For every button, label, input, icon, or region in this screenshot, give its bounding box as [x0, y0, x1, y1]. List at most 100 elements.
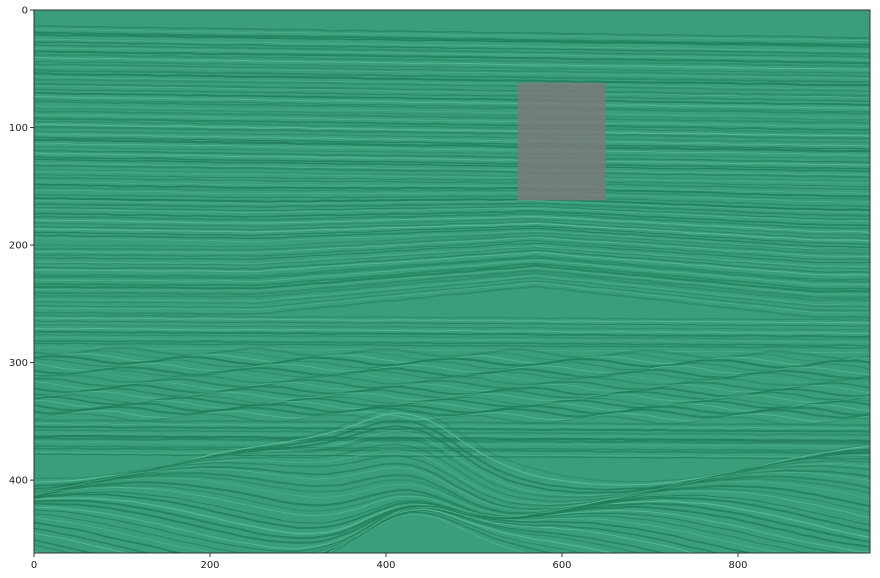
- reflector-line: [34, 507, 642, 553]
- reflector-line: [34, 262, 870, 290]
- reflector-line: [34, 467, 870, 511]
- reflector-line: [34, 105, 870, 118]
- reflector-line: [34, 454, 870, 507]
- reflector-line: [34, 138, 870, 153]
- reflector-line: [34, 120, 870, 134]
- reflector-line: [34, 368, 870, 381]
- reflector-line: [34, 399, 870, 412]
- reflector-line: [34, 394, 870, 407]
- reflector-line: [34, 189, 870, 203]
- reflector-line: [34, 507, 667, 553]
- reflector-line: [34, 136, 870, 150]
- reflector-line: [34, 423, 870, 429]
- reflector-line: [34, 218, 870, 237]
- highlight-box: [518, 82, 606, 201]
- reflector-line: [34, 130, 870, 144]
- reflector-line: [34, 474, 870, 515]
- reflector-line: [34, 462, 870, 511]
- reflector-line: [34, 207, 870, 222]
- reflector-line: [34, 95, 870, 109]
- y-tick-label: 200: [9, 241, 28, 252]
- reflector-line: [34, 506, 698, 553]
- reflector-line: [34, 267, 870, 295]
- reflector-line: [34, 63, 870, 78]
- reflector-line: [34, 174, 870, 188]
- reflector-line: [34, 257, 870, 283]
- reflector-line: [34, 493, 870, 532]
- reflector-line: [34, 117, 870, 132]
- reflector-line: [34, 453, 870, 460]
- y-axis: 0 100 200 300 400: [9, 6, 34, 487]
- reflector-line: [34, 371, 870, 384]
- reflector-line: [34, 282, 870, 314]
- reflector-line: [34, 381, 870, 394]
- reflector-line: [34, 275, 870, 306]
- reflector-line: [34, 251, 870, 276]
- reflector-line: [34, 259, 870, 286]
- reflector-line: [34, 91, 870, 106]
- reflector-line: [34, 336, 870, 343]
- reflector-line: [34, 245, 870, 268]
- reflector-line: [34, 114, 870, 128]
- reflector-line: [34, 230, 870, 251]
- reflector-line: [34, 247, 870, 270]
- reflector-line: [34, 472, 870, 515]
- x-tick-label: 200: [200, 560, 219, 571]
- y-tick-label: 0: [22, 6, 28, 17]
- reflector-line: [34, 202, 870, 217]
- reflector-line: [34, 25, 870, 39]
- reflector-line: [34, 363, 870, 376]
- reflector-line: [34, 429, 870, 436]
- reflector-line: [34, 441, 870, 448]
- x-axis: 0 200 400 600 800: [31, 553, 748, 571]
- reflector-line: [34, 410, 870, 423]
- reflector-line: [34, 133, 870, 147]
- reflector-line: [34, 425, 870, 433]
- reflector-line: [34, 477, 870, 516]
- reflector-line: [34, 44, 870, 59]
- reflector-line: [34, 272, 870, 302]
- reflector-line: [34, 143, 870, 156]
- reflector-line: [34, 434, 870, 443]
- reflector-line: [34, 78, 870, 93]
- reflector-line: [34, 215, 870, 233]
- reflector-line: [34, 47, 870, 61]
- reflector-line: [34, 239, 870, 261]
- reflector-line: [34, 88, 870, 103]
- reflector-line: [330, 511, 554, 553]
- reflector-line: [34, 177, 870, 191]
- reflector-line: [34, 317, 870, 324]
- reflector-line: [34, 194, 870, 207]
- reflector-line: [34, 435, 870, 499]
- reflector-line: [34, 197, 870, 212]
- reflector-line: [34, 199, 870, 213]
- reflector-line: [34, 236, 870, 257]
- y-tick-label: 400: [9, 476, 28, 487]
- reflector-line: [34, 76, 870, 90]
- plot-area: [34, 10, 870, 553]
- reflector-line: [34, 72, 870, 87]
- reflector-line: [330, 509, 583, 553]
- reflector-line: [34, 110, 870, 125]
- x-tick-label: 800: [728, 560, 747, 571]
- reflector-line: [34, 339, 870, 347]
- reflector-line: [34, 107, 870, 121]
- reflector-line: [34, 505, 753, 553]
- reflector-line: [34, 451, 870, 458]
- reflector-line: [34, 34, 870, 48]
- reflector-line: [34, 277, 870, 308]
- reflector-line: [34, 333, 870, 340]
- reflector-line: [34, 269, 870, 299]
- reflector-line: [34, 355, 870, 369]
- reflector-line: [34, 366, 870, 380]
- reflector-line: [34, 68, 870, 84]
- reflector-line: [34, 227, 870, 248]
- reflector-line: [34, 395, 870, 409]
- y-tick-label: 300: [9, 358, 28, 369]
- reflector-line: [34, 126, 870, 140]
- reflector-line: [34, 255, 870, 281]
- y-tick-label: 100: [9, 123, 28, 134]
- reflector-line: [34, 187, 870, 200]
- reflector-line: [34, 53, 870, 68]
